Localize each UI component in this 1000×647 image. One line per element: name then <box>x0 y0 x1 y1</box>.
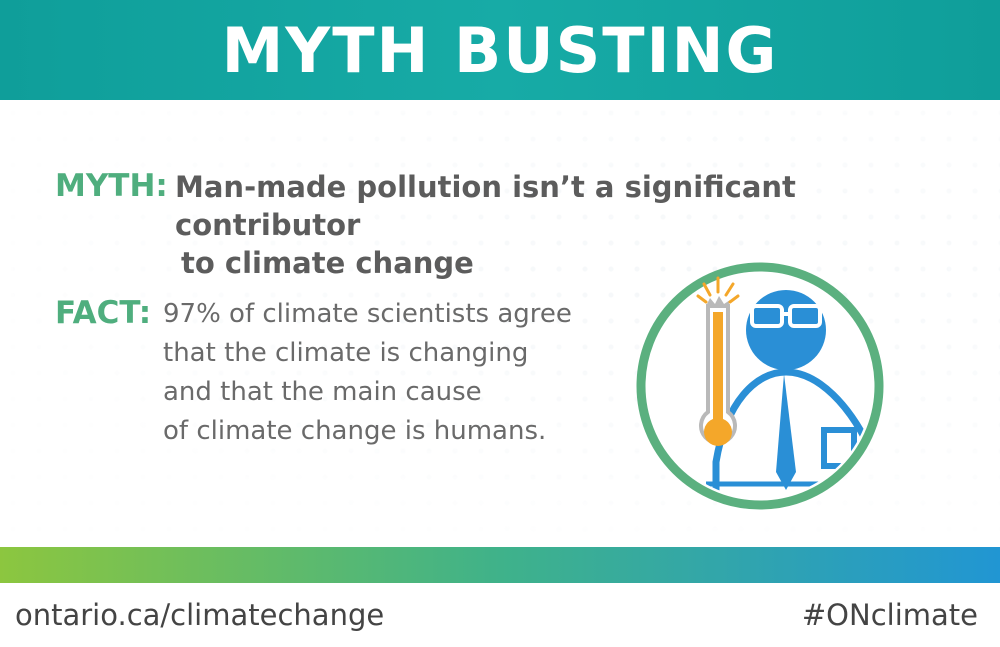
scientist-tie <box>776 374 796 490</box>
hashtag: #ONclimate <box>801 598 978 632</box>
fact-label: FACT: <box>55 295 152 331</box>
fact-line-4: of climate change is humans. <box>163 416 547 446</box>
burst-icon <box>696 276 740 304</box>
website-link[interactable]: ontario.ca/climatechange <box>15 598 385 632</box>
fact-line-1: 97% of climate scientists agree <box>163 299 572 329</box>
header-banner: MYTH BUSTING <box>0 0 1000 100</box>
goggles-icon <box>750 304 822 328</box>
fact-line-3: and that the main cause <box>163 377 482 407</box>
scientist-body <box>712 368 872 498</box>
myth-line-1: Man-made pollution isn’t a significant c… <box>175 170 796 242</box>
myth-line-2: to climate change <box>181 246 474 280</box>
scientist-head <box>746 290 826 370</box>
myth-statement: Man-made pollution isn’t a significant c… <box>175 168 955 282</box>
scientist-thermometer-icon <box>636 262 884 510</box>
myth-label: MYTH: <box>55 168 168 204</box>
fact-line-2: that the climate is changing <box>163 338 529 368</box>
gradient-stripe <box>0 547 1000 583</box>
thermometer-icon <box>699 296 737 446</box>
page-title: MYTH BUSTING <box>221 13 779 87</box>
fact-statement: 97% of climate scientists agree that the… <box>163 295 633 451</box>
